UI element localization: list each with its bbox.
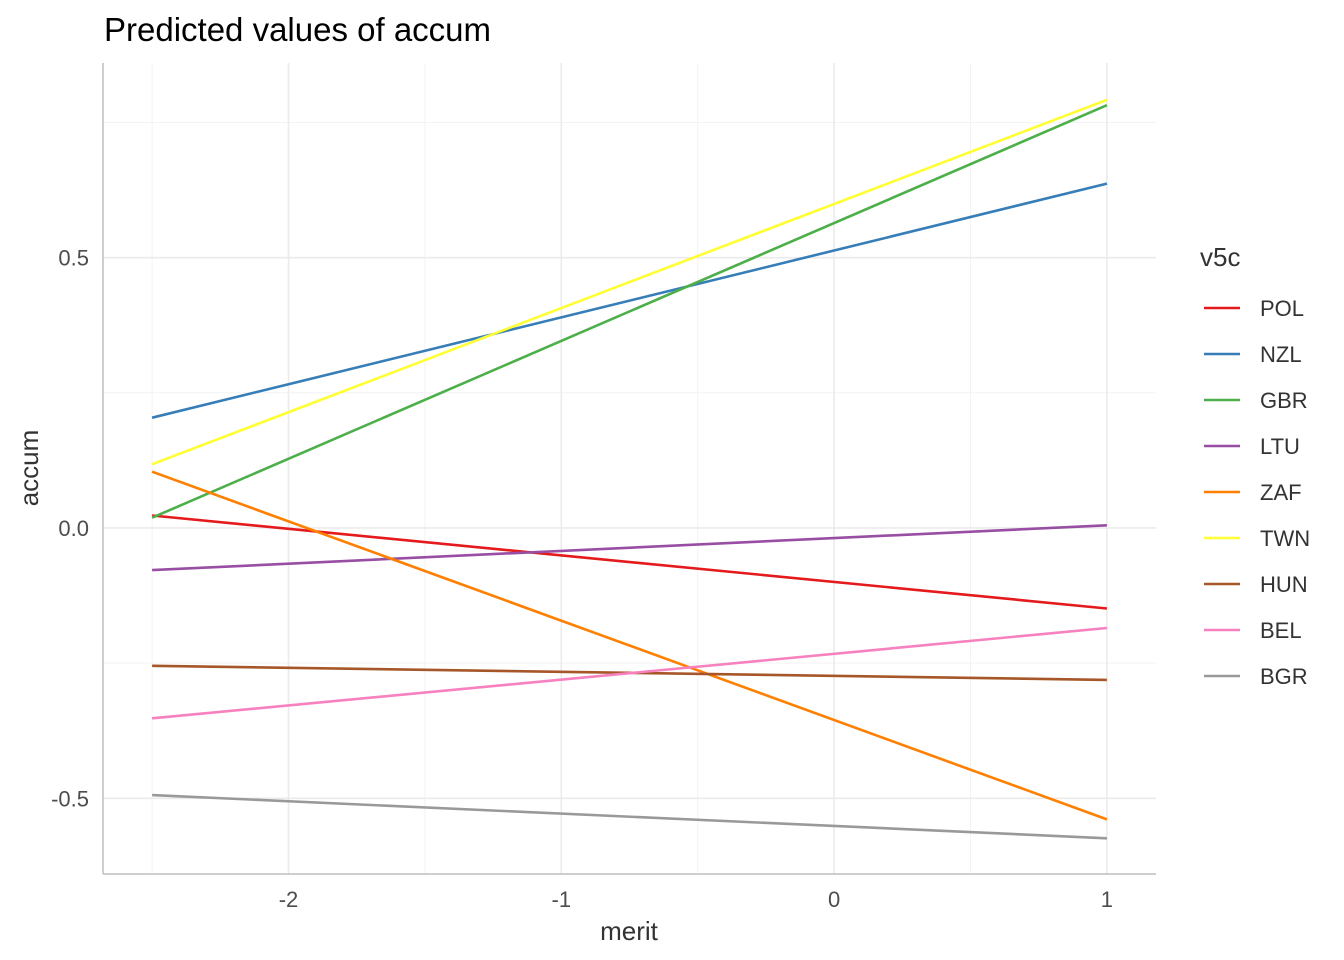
- grid: [103, 63, 1156, 874]
- y-tick-label: 0.0: [58, 516, 89, 541]
- legend-label: NZL: [1260, 342, 1302, 367]
- legend-items: POL NZL GBR LTU ZAF TWN HUN BEL BGR: [1204, 296, 1310, 689]
- series-line-gbr: [151, 104, 1108, 519]
- x-tick-label: -1: [552, 887, 572, 912]
- y-tick-label: 0.5: [58, 246, 89, 271]
- series-line-bgr: [152, 793, 1107, 840]
- x-tick-label: 1: [1101, 887, 1113, 912]
- series-line-pol: [151, 514, 1108, 610]
- series-line-bel: [151, 626, 1108, 720]
- x-tick-label: -2: [279, 887, 299, 912]
- y-tick-label: -0.5: [51, 786, 89, 811]
- legend-label: GBR: [1260, 388, 1308, 413]
- legend-label: BGR: [1260, 664, 1308, 689]
- legend-item-hun: HUN: [1204, 572, 1308, 597]
- legend-label: LTU: [1260, 434, 1300, 459]
- series-layer: [151, 98, 1108, 840]
- legend-title: v5c: [1200, 242, 1240, 272]
- legend-item-zaf: ZAF: [1204, 480, 1302, 505]
- series-line-zaf: [151, 470, 1108, 821]
- chart-title: Predicted values of accum: [104, 11, 491, 48]
- legend-item-gbr: GBR: [1204, 388, 1308, 413]
- legend-item-ltu: LTU: [1204, 434, 1300, 459]
- legend-label: HUN: [1260, 572, 1308, 597]
- legend-item-pol: POL: [1204, 296, 1304, 321]
- legend-label: POL: [1260, 296, 1304, 321]
- legend: v5c POL NZL GBR LTU ZAF TWN HUN BEL BGR: [1200, 242, 1310, 689]
- legend-label: BEL: [1260, 618, 1302, 643]
- series-line-nzl: [151, 182, 1108, 419]
- axes: [102, 63, 1156, 875]
- legend-item-bgr: BGR: [1204, 664, 1308, 689]
- legend-item-nzl: NZL: [1204, 342, 1302, 367]
- series-line-twn: [151, 98, 1108, 466]
- y-axis-title: accum: [14, 430, 44, 507]
- x-axis-title: merit: [600, 916, 659, 946]
- legend-label: ZAF: [1260, 480, 1302, 505]
- x-tick-labels: -2 -1 0 1: [279, 887, 1113, 912]
- legend-label: TWN: [1260, 526, 1310, 551]
- legend-item-bel: BEL: [1204, 618, 1302, 643]
- y-tick-labels: -0.5 0.0 0.5: [51, 246, 89, 812]
- legend-item-twn: TWN: [1204, 526, 1310, 551]
- series-line-ltu: [152, 524, 1107, 572]
- x-tick-label: 0: [828, 887, 840, 912]
